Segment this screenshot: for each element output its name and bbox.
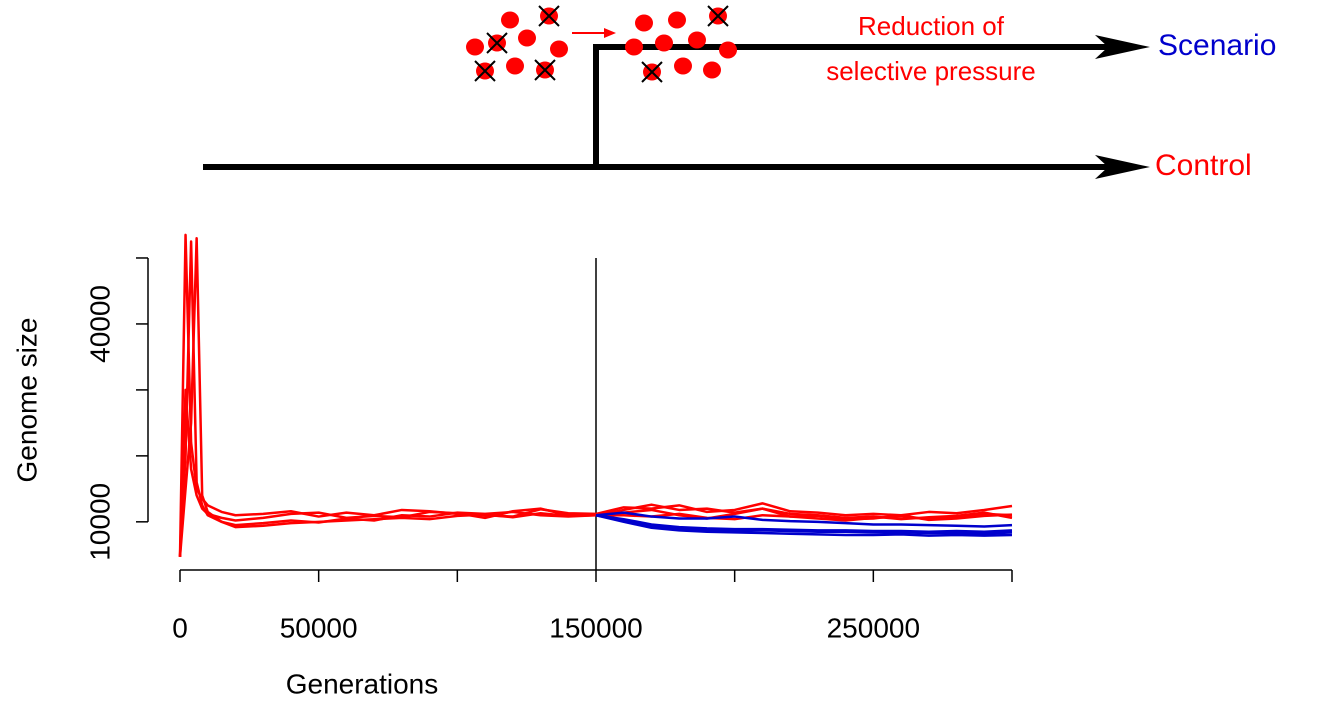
- scenario-label: Scenario: [1158, 29, 1276, 62]
- arrowhead: [1095, 155, 1150, 179]
- control-label: Control: [1155, 149, 1252, 182]
- series-line: [595, 513, 1013, 533]
- series-line: [178, 236, 1013, 557]
- diagram: Reduction of selective pressure Scenario…: [203, 5, 1276, 182]
- y-tick-label: 40000: [84, 285, 115, 363]
- y-axis-label: Genome size: [11, 318, 42, 483]
- series-line: [595, 514, 1013, 537]
- arrowhead: [1095, 35, 1150, 59]
- scenario-line: [593, 44, 1110, 167]
- series-line: [595, 514, 1013, 535]
- x-tick-label: 150000: [549, 612, 642, 643]
- x-tick-label: 50000: [280, 612, 358, 643]
- x-tick-label: 250000: [827, 612, 920, 643]
- series-line: [595, 511, 1013, 528]
- y-tick-label: 10000: [84, 483, 115, 561]
- cross-marks: [474, 5, 729, 83]
- series-line: [178, 388, 1013, 557]
- x-axis-label: Generations: [286, 668, 439, 699]
- small-arrowhead: [604, 28, 616, 38]
- x-tick-label: 0: [172, 612, 188, 643]
- annotation: Reduction of: [858, 11, 1005, 41]
- annotation: selective pressure: [826, 56, 1036, 86]
